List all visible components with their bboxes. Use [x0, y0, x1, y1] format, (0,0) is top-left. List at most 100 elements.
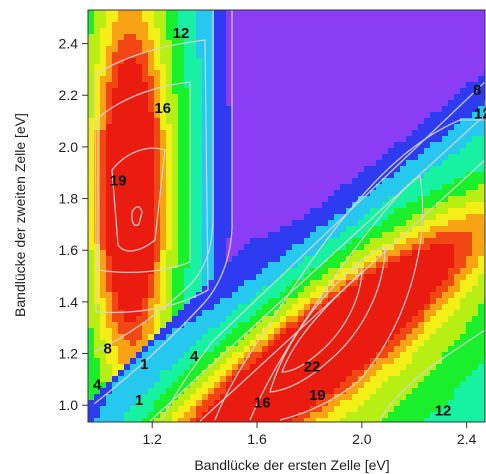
heatmap-cell: [328, 64, 335, 71]
heatmap-cell: [424, 298, 431, 305]
heatmap-cell: [124, 76, 131, 83]
heatmap-cell: [148, 106, 155, 113]
heatmap-cell: [196, 274, 203, 281]
heatmap-cell: [340, 256, 347, 263]
heatmap-cell: [310, 352, 317, 359]
heatmap-cell: [316, 46, 323, 53]
heatmap-cell: [316, 238, 323, 245]
heatmap-cell: [436, 202, 443, 209]
heatmap-cell: [136, 196, 143, 203]
heatmap-cell: [256, 160, 263, 167]
heatmap-cell: [316, 268, 323, 275]
heatmap-cell: [310, 256, 317, 263]
heatmap-cell: [382, 394, 389, 401]
heatmap-cell: [100, 382, 107, 389]
heatmap-cell: [160, 376, 167, 383]
heatmap-cell: [334, 160, 341, 167]
heatmap-cell: [448, 172, 455, 179]
heatmap-cell: [106, 190, 113, 197]
heatmap-cell: [460, 64, 467, 71]
heatmap-cell: [292, 400, 299, 407]
heatmap-cell: [148, 292, 155, 299]
heatmap-cell: [160, 232, 167, 239]
heatmap-cell: [226, 352, 233, 359]
contour-value-labels: 1216198128141422191612: [93, 25, 486, 419]
heatmap-cell: [292, 160, 299, 167]
heatmap-cell: [136, 112, 143, 119]
heatmap-cell: [442, 358, 449, 365]
y-tick-label: 1.4: [59, 294, 79, 310]
heatmap-cell: [160, 172, 167, 179]
heatmap-cell: [100, 352, 107, 359]
heatmap-cell: [238, 28, 245, 35]
heatmap-cell: [322, 280, 329, 287]
heatmap-cell: [142, 40, 149, 47]
heatmap-cell: [124, 214, 131, 221]
heatmap-cell: [166, 406, 173, 413]
heatmap-cell: [460, 232, 467, 239]
heatmap-cell: [124, 64, 131, 71]
heatmap-cell: [328, 418, 335, 422]
heatmap-cell: [388, 22, 395, 29]
heatmap-cell: [418, 136, 425, 143]
heatmap-cell: [406, 232, 413, 239]
heatmap-cell: [178, 220, 185, 227]
heatmap-cell: [268, 358, 275, 365]
x-tick-label: 1.2: [142, 431, 162, 447]
heatmap-cell: [346, 70, 353, 77]
heatmap-cell: [322, 364, 329, 371]
heatmap-cell: [388, 178, 395, 185]
heatmap-cell: [232, 286, 239, 293]
heatmap-cell: [190, 130, 197, 137]
heatmap-cell: [424, 262, 431, 269]
heatmap-cell: [232, 100, 239, 107]
heatmap-cell: [160, 82, 167, 89]
heatmap-cell: [112, 244, 119, 251]
heatmap-cell: [478, 358, 485, 365]
heatmap-cell: [370, 88, 377, 95]
heatmap-cell: [430, 364, 437, 371]
heatmap-cell: [196, 394, 203, 401]
heatmap-cell: [184, 46, 191, 53]
heatmap-cell: [268, 64, 275, 71]
heatmap-cell: [376, 352, 383, 359]
heatmap-cell: [208, 262, 215, 269]
heatmap-cell: [178, 400, 185, 407]
heatmap-cell: [262, 178, 269, 185]
heatmap-cell: [364, 244, 371, 251]
heatmap-cell: [304, 94, 311, 101]
heatmap-cell: [106, 262, 113, 269]
heatmap-cell: [340, 202, 347, 209]
heatmap-cell: [208, 250, 215, 257]
heatmap-cell: [88, 172, 95, 179]
heatmap-cell: [316, 400, 323, 407]
heatmap-cell: [328, 124, 335, 131]
heatmap-cell: [340, 340, 347, 347]
heatmap-cell: [208, 88, 215, 95]
heatmap-cell: [430, 340, 437, 347]
heatmap-cell: [334, 262, 341, 269]
heatmap-cell: [160, 142, 167, 149]
heatmap-cell: [292, 190, 299, 197]
heatmap-cell: [184, 136, 191, 143]
heatmap-cell: [118, 232, 125, 239]
heatmap-cell: [160, 310, 167, 317]
x-tick-label: 2.4: [457, 431, 477, 447]
heatmap-cell: [220, 316, 227, 323]
heatmap-cell: [130, 406, 137, 413]
heatmap-cell: [148, 334, 155, 341]
heatmap-cell: [160, 292, 167, 299]
heatmap-cell: [370, 136, 377, 143]
y-axis: 1.01.21.41.61.82.02.22.4: [59, 36, 88, 413]
heatmap-cell: [346, 340, 353, 347]
heatmap-cell: [472, 238, 479, 245]
heatmap-cell: [286, 70, 293, 77]
heatmap-cell: [172, 46, 179, 53]
heatmap-cell: [400, 178, 407, 185]
heatmap-cell: [370, 244, 377, 251]
heatmap-cell: [190, 328, 197, 335]
heatmap-cell: [400, 322, 407, 329]
heatmap-cell: [124, 160, 131, 167]
heatmap-cell: [454, 40, 461, 47]
heatmap-cell: [376, 190, 383, 197]
